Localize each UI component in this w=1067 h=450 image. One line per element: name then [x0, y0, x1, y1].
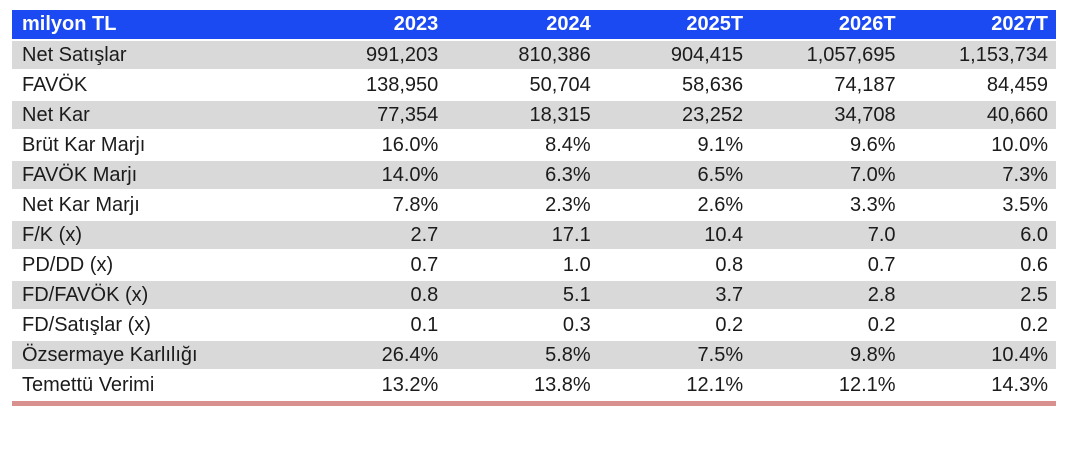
cell-value: 34,708	[751, 100, 904, 131]
cell-value: 5.8%	[446, 340, 599, 371]
table-row: Net Kar 77,354 18,315 23,252 34,708 40,660	[12, 100, 1056, 131]
table-row: Temettü Verimi 13.2% 13.8% 12.1% 12.1% 14.3%	[12, 370, 1056, 401]
column-header: 2023	[293, 10, 447, 41]
table-row: FD/FAVÖK (x) 0.8 5.1 3.7 2.8 2.5	[12, 280, 1056, 311]
cell-value: 0.8	[598, 250, 752, 281]
financials-table-container: milyon TL 2023 2024 2025T 2026T 2027T Net Sa…	[12, 10, 1056, 406]
cell-value: 8.4%	[446, 130, 599, 161]
cell-value: 84,459	[903, 70, 1056, 101]
cell-value: 1.0	[446, 250, 599, 281]
row-label: Brüt Kar Marjı	[12, 130, 294, 161]
cell-value: 2.6%	[598, 190, 752, 221]
cell-value: 12.1%	[751, 370, 904, 401]
row-label: Net Kar Marjı	[12, 190, 294, 221]
cell-value: 810,386	[446, 40, 599, 71]
unit-label: milyon TL	[12, 10, 294, 41]
cell-value: 0.2	[751, 310, 904, 341]
cell-value: 2.5	[903, 280, 1056, 311]
cell-value: 0.7	[751, 250, 904, 281]
cell-value: 0.6	[903, 250, 1056, 281]
row-label: FD/Satışlar (x)	[12, 310, 294, 341]
cell-value: 16.0%	[293, 130, 447, 161]
row-label: Temettü Verimi	[12, 370, 294, 401]
column-header: 2026T	[751, 10, 904, 41]
table-row: FAVÖK 138,950 50,704 58,636 74,187 84,459	[12, 70, 1056, 101]
cell-value: 1,153,734	[903, 40, 1056, 71]
header-row: milyon TL 2023 2024 2025T 2026T 2027T	[12, 10, 1056, 41]
cell-value: 9.1%	[598, 130, 752, 161]
cell-value: 7.8%	[293, 190, 447, 221]
table-row: FAVÖK Marjı 14.0% 6.3% 6.5% 7.0% 7.3%	[12, 160, 1056, 191]
cell-value: 5.1	[446, 280, 599, 311]
cell-value: 10.4%	[903, 340, 1056, 371]
cell-value: 13.2%	[293, 370, 447, 401]
row-label: FAVÖK	[12, 70, 294, 101]
cell-value: 10.4	[598, 220, 752, 251]
row-label: PD/DD (x)	[12, 250, 294, 281]
row-label: Net Satışlar	[12, 40, 294, 71]
cell-value: 3.5%	[903, 190, 1056, 221]
cell-value: 26.4%	[293, 340, 447, 371]
cell-value: 14.3%	[903, 370, 1056, 401]
cell-value: 2.8	[751, 280, 904, 311]
cell-value: 14.0%	[293, 160, 447, 191]
row-label: F/K (x)	[12, 220, 294, 251]
cell-value: 23,252	[598, 100, 752, 131]
cell-value: 77,354	[293, 100, 447, 131]
cell-value: 9.8%	[751, 340, 904, 371]
cell-value: 991,203	[293, 40, 447, 71]
cell-value: 12.1%	[598, 370, 752, 401]
cell-value: 7.0	[751, 220, 904, 251]
cell-value: 138,950	[293, 70, 447, 101]
cell-value: 0.1	[293, 310, 447, 341]
cell-value: 0.8	[293, 280, 447, 311]
cell-value: 0.7	[293, 250, 447, 281]
cell-value: 6.3%	[446, 160, 599, 191]
row-label: Net Kar	[12, 100, 294, 131]
cell-value: 7.5%	[598, 340, 752, 371]
cell-value: 10.0%	[903, 130, 1056, 161]
cell-value: 3.7	[598, 280, 752, 311]
cell-value: 6.5%	[598, 160, 752, 191]
cell-value: 0.2	[598, 310, 752, 341]
cell-value: 13.8%	[446, 370, 599, 401]
column-header: 2024	[446, 10, 599, 41]
table-row: Brüt Kar Marjı 16.0% 8.4% 9.1% 9.6% 10.0%	[12, 130, 1056, 161]
financials-table: milyon TL 2023 2024 2025T 2026T 2027T Net Sa…	[12, 10, 1056, 401]
cell-value: 7.0%	[751, 160, 904, 191]
cell-value: 0.3	[446, 310, 599, 341]
row-label: FD/FAVÖK (x)	[12, 280, 294, 311]
table-row: Net Satışlar 991,203 810,386 904,415 1,057,6…	[12, 40, 1056, 71]
cell-value: 2.3%	[446, 190, 599, 221]
row-label: Özsermaye Karlılığı	[12, 340, 294, 371]
table-row: FD/Satışlar (x) 0.1 0.3 0.2 0.2 0.2	[12, 310, 1056, 341]
cell-value: 58,636	[598, 70, 752, 101]
row-label: FAVÖK Marjı	[12, 160, 294, 191]
cell-value: 40,660	[903, 100, 1056, 131]
column-header: 2025T	[598, 10, 752, 41]
cell-value: 9.6%	[751, 130, 904, 161]
cell-value: 74,187	[751, 70, 904, 101]
cell-value: 904,415	[598, 40, 752, 71]
table-row: PD/DD (x) 0.7 1.0 0.8 0.7 0.6	[12, 250, 1056, 281]
cell-value: 3.3%	[751, 190, 904, 221]
cell-value: 0.2	[903, 310, 1056, 341]
cell-value: 6.0	[903, 220, 1056, 251]
table-header: milyon TL 2023 2024 2025T 2026T 2027T	[12, 10, 1056, 41]
table-row: Özsermaye Karlılığı 26.4% 5.8% 7.5% 9.8% 10.4…	[12, 340, 1056, 371]
table-row: Net Kar Marjı 7.8% 2.3% 2.6% 3.3% 3.5%	[12, 190, 1056, 221]
cell-value: 2.7	[293, 220, 447, 251]
table-row: F/K (x) 2.7 17.1 10.4 7.0 6.0	[12, 220, 1056, 251]
cell-value: 1,057,695	[751, 40, 904, 71]
cell-value: 17.1	[446, 220, 599, 251]
cell-value: 50,704	[446, 70, 599, 101]
table-bottom-rule	[12, 401, 1056, 406]
column-header: 2027T	[903, 10, 1056, 41]
cell-value: 7.3%	[903, 160, 1056, 191]
cell-value: 18,315	[446, 100, 599, 131]
table-body: Net Satışlar 991,203 810,386 904,415 1,057,6…	[12, 40, 1056, 401]
